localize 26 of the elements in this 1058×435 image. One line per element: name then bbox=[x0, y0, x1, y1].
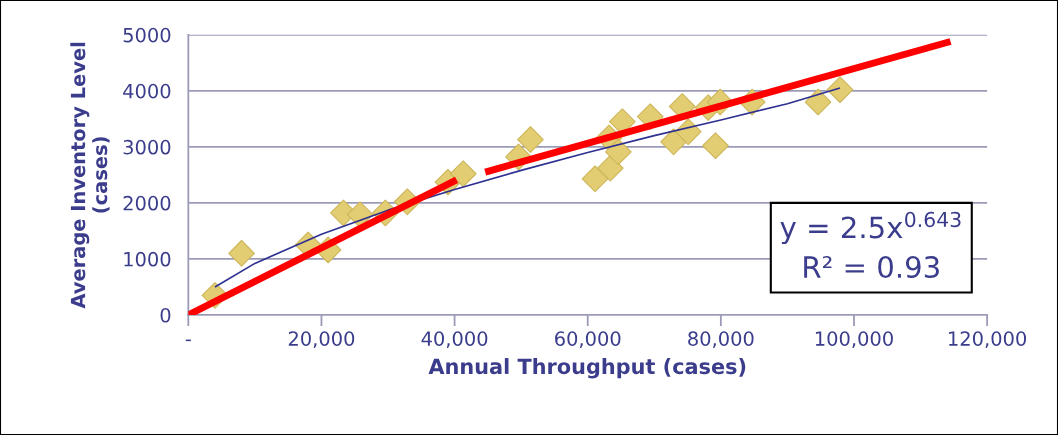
point bbox=[702, 132, 729, 160]
y-tick-label: 2000 bbox=[123, 195, 171, 211]
y-tick-label: 4000 bbox=[123, 83, 171, 99]
point bbox=[804, 88, 832, 116]
y-tick-label: 5000 bbox=[123, 27, 171, 43]
text: y = 2.5x$^{0.643}$ R² = 0.93 bbox=[780, 211, 961, 279]
x-axis-title: Annual Throughput (cases) bbox=[428, 358, 746, 379]
point bbox=[826, 76, 854, 104]
point bbox=[228, 239, 255, 267]
point bbox=[674, 118, 702, 146]
y-tick-label: 3000 bbox=[123, 139, 171, 155]
y-axis-title: Average Inventory Level (cases) bbox=[70, 42, 110, 309]
point bbox=[517, 126, 544, 153]
x-tick-label: 80,000 bbox=[688, 331, 754, 348]
point bbox=[604, 138, 632, 166]
point bbox=[581, 165, 609, 193]
x-tick-label: 40,000 bbox=[421, 331, 488, 348]
x-tick-label: 120,000 bbox=[949, 331, 1027, 348]
point bbox=[449, 160, 477, 188]
point bbox=[596, 154, 624, 182]
x-tick-label: - bbox=[185, 339, 191, 342]
y-tick-label: 0 bbox=[160, 307, 171, 323]
x-tick-label: 60,000 bbox=[555, 331, 621, 348]
y-tick-label: 1000 bbox=[124, 251, 171, 267]
x-tick-label: 100,000 bbox=[815, 331, 893, 348]
x-tick-label: 20,000 bbox=[288, 331, 355, 348]
